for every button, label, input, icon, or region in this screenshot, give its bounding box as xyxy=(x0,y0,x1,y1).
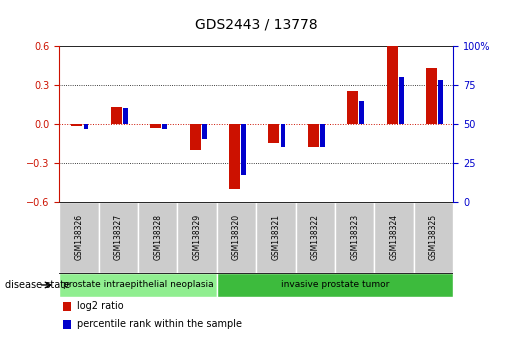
Text: percentile rank within the sample: percentile rank within the sample xyxy=(77,319,242,329)
Text: GSM138327: GSM138327 xyxy=(114,214,123,260)
Bar xyxy=(59,202,99,273)
Bar xyxy=(374,202,414,273)
Bar xyxy=(296,202,335,273)
Bar xyxy=(347,91,358,124)
Bar xyxy=(190,124,201,150)
Bar xyxy=(414,202,453,273)
Bar xyxy=(59,273,217,297)
Bar xyxy=(63,320,71,329)
Bar xyxy=(162,124,167,129)
Text: prostate intraepithelial neoplasia: prostate intraepithelial neoplasia xyxy=(63,280,213,290)
Bar xyxy=(387,46,398,124)
Text: log2 ratio: log2 ratio xyxy=(77,301,124,312)
Bar xyxy=(83,124,89,129)
Bar xyxy=(217,202,256,273)
Text: GSM138329: GSM138329 xyxy=(193,214,201,260)
Text: GSM138323: GSM138323 xyxy=(350,214,359,260)
Bar xyxy=(308,124,319,147)
Text: GSM138328: GSM138328 xyxy=(153,214,162,260)
Bar xyxy=(320,124,325,147)
Bar xyxy=(426,68,437,124)
Bar xyxy=(177,202,217,273)
Text: GSM138325: GSM138325 xyxy=(429,214,438,260)
Bar xyxy=(150,124,161,128)
Text: invasive prostate tumor: invasive prostate tumor xyxy=(281,280,389,290)
Bar xyxy=(123,108,128,124)
Bar xyxy=(335,202,374,273)
Bar xyxy=(202,124,207,139)
Bar xyxy=(256,202,296,273)
Bar xyxy=(63,302,71,311)
Text: GSM138326: GSM138326 xyxy=(75,214,83,260)
Bar xyxy=(438,80,443,124)
Bar xyxy=(241,124,246,175)
Bar xyxy=(217,273,453,297)
Text: GDS2443 / 13778: GDS2443 / 13778 xyxy=(195,18,318,32)
Text: disease state: disease state xyxy=(5,280,70,290)
Text: GSM138324: GSM138324 xyxy=(390,214,399,260)
Bar xyxy=(72,124,82,126)
Bar xyxy=(268,124,280,143)
Text: GSM138322: GSM138322 xyxy=(311,214,320,260)
Bar xyxy=(229,124,240,189)
Bar xyxy=(399,77,404,124)
Bar xyxy=(111,107,122,124)
Bar xyxy=(359,101,364,124)
Text: GSM138320: GSM138320 xyxy=(232,214,241,260)
Bar xyxy=(281,124,285,147)
Bar xyxy=(138,202,177,273)
Text: GSM138321: GSM138321 xyxy=(271,214,280,260)
Bar xyxy=(99,202,138,273)
